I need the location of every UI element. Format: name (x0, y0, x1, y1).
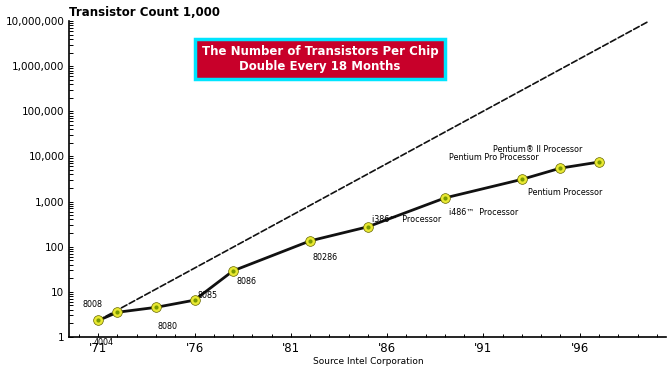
X-axis label: Source Intel Corporation: Source Intel Corporation (312, 357, 423, 366)
Text: The Number of Transistors Per Chip
Double Every 18 Months: The Number of Transistors Per Chip Doubl… (202, 45, 438, 73)
Text: Pentium Processor: Pentium Processor (528, 188, 602, 197)
Text: i486™  Processor: i486™ Processor (449, 208, 518, 217)
Text: 80286: 80286 (313, 253, 338, 262)
Text: i386™  Processor: i386™ Processor (372, 215, 441, 224)
Text: 8085: 8085 (198, 291, 218, 300)
Text: 4004: 4004 (93, 338, 114, 347)
Text: Transistor Count 1,000: Transistor Count 1,000 (69, 6, 220, 19)
Text: 8008: 8008 (83, 300, 103, 309)
Text: 8080: 8080 (158, 322, 178, 331)
Text: Pentium® II Processor: Pentium® II Processor (493, 145, 583, 154)
Text: Pentium Pro Processor: Pentium Pro Processor (449, 153, 538, 162)
Text: 8086: 8086 (237, 278, 257, 286)
